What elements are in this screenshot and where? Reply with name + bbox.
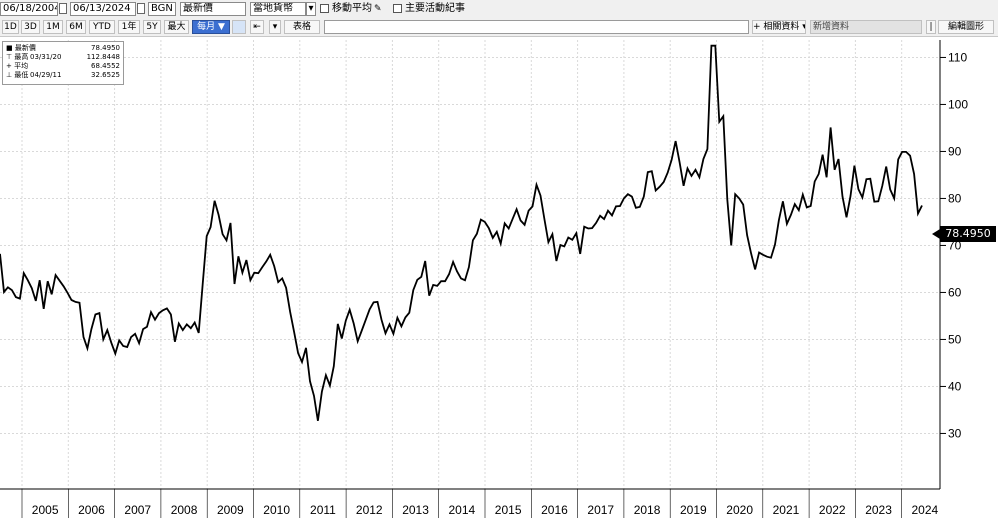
y-tick-label: 30: [948, 426, 962, 440]
legend-low-label: 最低: [14, 71, 29, 79]
y-tick-label: 100: [948, 97, 968, 111]
high-marker-icon: ⊤: [6, 53, 13, 61]
dropdown-icon[interactable]: ▾: [269, 20, 281, 34]
legend-last-value: 78.4950: [91, 44, 120, 52]
y-tick-label: 40: [948, 379, 962, 393]
x-tick-label: 2009: [217, 503, 244, 517]
y-tick-label: 80: [948, 191, 962, 205]
x-tick-label: 2016: [541, 503, 568, 517]
toolbar-row-1: 06/18/2004 06/13/2024 BGN 最新價 當地貨幣 ▾ 移動平…: [0, 0, 998, 18]
x-tick-label: 2007: [124, 503, 151, 517]
table-button[interactable]: 表格: [284, 20, 320, 34]
moving-average-label: 移動平均: [332, 3, 372, 14]
x-tick-label: 2014: [448, 503, 475, 517]
square-icon: ■: [6, 44, 13, 52]
chart-type-button[interactable]: [232, 20, 246, 34]
y-tick-label: 50: [948, 332, 962, 346]
y-tick-label: 90: [948, 144, 962, 158]
last-price-pointer: [932, 229, 940, 239]
range-1y-button[interactable]: 1年: [118, 20, 140, 34]
toolbar-row-2: 1D 3D 1M 6M YTD 1年 5Y 最大 每月 ▼ ⇤ ▾ 表格 + 相…: [0, 18, 998, 36]
legend-last: ■ 最新價 78.4950: [6, 44, 120, 52]
legend-average: + 平均 68.4552: [6, 62, 120, 70]
currency-field[interactable]: BGN: [148, 2, 176, 16]
x-tick-label: 2024: [911, 503, 938, 517]
legend-average-label: 平均: [14, 62, 29, 70]
range-1m-button[interactable]: 1M: [43, 20, 63, 34]
separator-icon: |: [926, 20, 936, 34]
x-tick-label: 2023: [865, 503, 892, 517]
range-max-button[interactable]: 最大: [164, 20, 189, 34]
price-series-line: [0, 44, 923, 421]
toolbar: 06/18/2004 06/13/2024 BGN 最新價 當地貨幣 ▾ 移動平…: [0, 0, 998, 37]
legend-low: ⊥ 最低 04/29/11 32.6525: [6, 71, 120, 79]
range-5y-button[interactable]: 5Y: [143, 20, 161, 34]
back-arrow-icon[interactable]: ⇤: [250, 20, 264, 34]
y-tick-label: 110: [948, 50, 967, 64]
range-1d-button[interactable]: 1D: [2, 20, 19, 34]
search-field[interactable]: [324, 20, 749, 34]
moving-average-checkbox[interactable]: [320, 4, 329, 13]
x-tick-label: 2006: [78, 503, 105, 517]
x-tick-label: 2005: [32, 503, 59, 517]
average-marker-icon: +: [6, 62, 12, 70]
pencil-icon[interactable]: ✎: [374, 4, 382, 14]
legend-high-value: 112.8448: [86, 53, 120, 61]
legend-average-value: 68.4552: [91, 62, 120, 70]
y-tick-label: 60: [948, 285, 962, 299]
key-events-label: 主要活動紀事: [405, 3, 465, 14]
x-tick-label: 2017: [587, 503, 614, 517]
x-tick-label: 2022: [819, 503, 846, 517]
x-tick-label: 2012: [356, 503, 383, 517]
add-data-field[interactable]: 新增資料: [810, 20, 922, 34]
price-type-select[interactable]: 最新價: [180, 2, 246, 16]
legend-high-label: 最高: [14, 53, 29, 61]
chevron-down-icon[interactable]: ▾: [306, 2, 316, 16]
last-price-tag: 78.4950: [940, 226, 996, 242]
calendar-icon[interactable]: [59, 3, 67, 14]
x-tick-label: 2010: [263, 503, 290, 517]
legend-low-value: 32.6525: [91, 71, 120, 79]
x-tick-label: 2008: [171, 503, 198, 517]
legend-last-label: 最新價: [14, 44, 36, 52]
key-events-checkbox[interactable]: [393, 4, 402, 13]
range-6m-button[interactable]: 6M: [66, 20, 86, 34]
related-data-button[interactable]: + 相關資料 ▾: [752, 20, 806, 34]
x-tick-label: 2011: [310, 503, 336, 517]
period-select[interactable]: 每月 ▼: [192, 20, 230, 34]
start-date-input[interactable]: 06/18/2004: [0, 2, 58, 16]
x-tick-label: 2013: [402, 503, 429, 517]
legend-high: ⊤ 最高 03/31/20 112.8448: [6, 53, 120, 61]
low-marker-icon: ⊥: [6, 71, 13, 79]
range-ytd-button[interactable]: YTD: [89, 20, 115, 34]
legend-low-date: 04/29/11: [30, 71, 62, 79]
x-tick-label: 2019: [680, 503, 707, 517]
range-3d-button[interactable]: 3D: [21, 20, 40, 34]
x-tick-label: 2018: [634, 503, 661, 517]
x-tick-label: 2015: [495, 503, 522, 517]
calendar-icon[interactable]: [137, 3, 145, 14]
end-date-input[interactable]: 06/13/2024: [70, 2, 136, 16]
currency-mode-select[interactable]: 當地貨幣: [250, 2, 306, 16]
x-tick-label: 2021: [773, 503, 800, 517]
legend-high-date: 03/31/20: [30, 53, 62, 61]
legend: ■ 最新價 78.4950 ⊤ 最高 03/31/20 112.8448 + 平…: [2, 41, 124, 85]
x-tick-label: 2020: [726, 503, 753, 517]
edit-chart-button[interactable]: 編輯圖形: [938, 20, 994, 34]
